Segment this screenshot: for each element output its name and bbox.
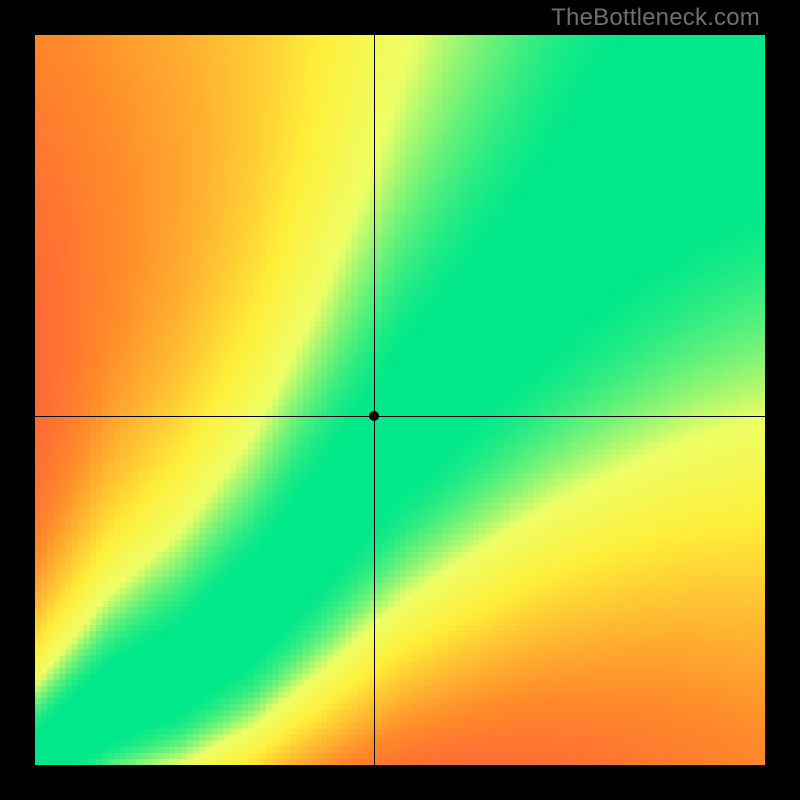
crosshair-vertical — [374, 35, 375, 765]
watermark-text: TheBottleneck.com — [551, 4, 760, 32]
crosshair-horizontal — [35, 416, 765, 417]
heatmap-canvas — [35, 35, 765, 765]
chart-container: TheBottleneck.com — [0, 0, 800, 800]
